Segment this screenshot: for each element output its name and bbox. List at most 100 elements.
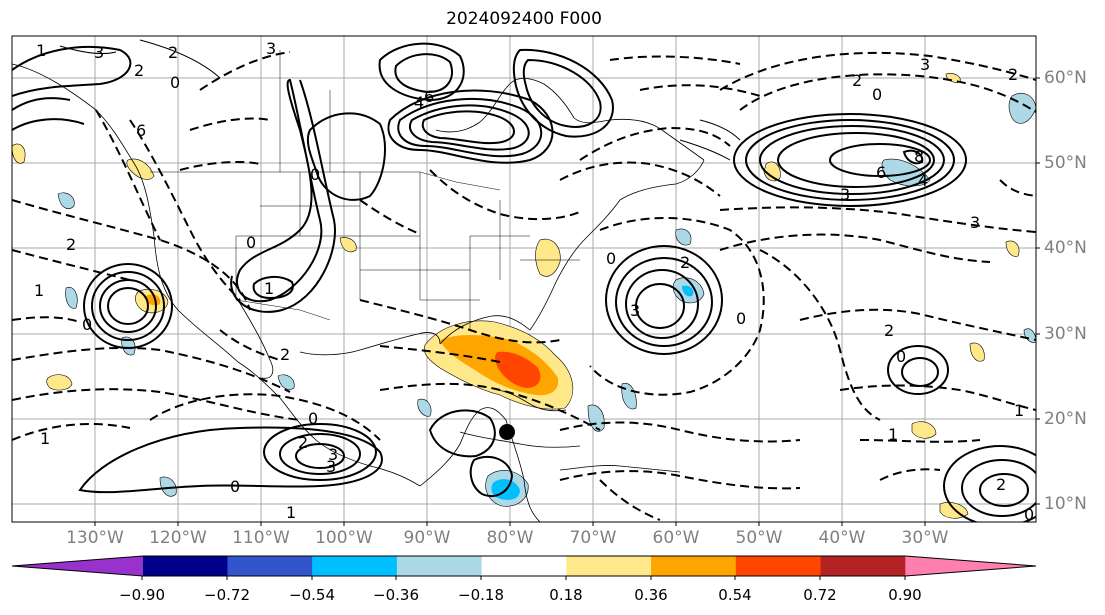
contour-label: 3: [630, 301, 640, 320]
contour-label: 0: [308, 409, 318, 428]
atlantic-warm-area-1: [763, 161, 781, 182]
colorbar-tick-label: −0.18: [458, 586, 504, 604]
lon-label: 110°W: [232, 528, 290, 548]
cool-area-w1: [57, 192, 75, 209]
contour-label: 2: [996, 475, 1006, 494]
contour-label: 3: [94, 43, 104, 62]
contour-label: 0: [896, 347, 906, 366]
dashed-contours: [12, 51, 1036, 521]
map-title: 2024092400 F000: [446, 9, 602, 29]
colorbar-cell: [227, 556, 313, 576]
contour-label: 1: [1014, 401, 1024, 420]
contour-label: 2: [298, 433, 308, 452]
contour-label: 0: [606, 249, 616, 268]
contour-label: 6: [876, 163, 886, 182]
bc-warm-area: [126, 158, 155, 180]
atlantic-warm-area-6: [1005, 240, 1020, 257]
contour-label: 0: [872, 85, 882, 104]
lon-label: 40°W: [818, 528, 866, 548]
lat-label: 10°N: [1044, 494, 1087, 514]
colorbar-cell: [566, 556, 652, 576]
colorbar-cell: [396, 556, 483, 576]
contour-label: 0: [1024, 505, 1034, 524]
cool-area-gulf: [417, 398, 432, 417]
storm-center-marker: [499, 424, 515, 440]
contour-label: 1: [286, 503, 296, 522]
contour-label: 2: [280, 345, 290, 364]
lon-label: 100°W: [315, 528, 373, 548]
lat-label: 20°N: [1044, 409, 1087, 429]
colorbar-tick-label: −0.36: [373, 586, 419, 604]
colorbar-tick-marks: [141, 576, 906, 580]
cool-area-1030: [1023, 328, 1036, 343]
colorbar-outline: [11, 555, 1037, 577]
contour-label: 2: [680, 253, 690, 272]
contour-label: 2: [852, 71, 862, 90]
lon-label: 60°W: [652, 528, 700, 548]
coastlines: [12, 63, 705, 522]
atlantic-warm-area-3: [911, 421, 937, 439]
contour-label: 0: [736, 309, 746, 328]
solid-contours: [12, 42, 1036, 522]
map-plot: 1 3 2 0 6 4 2 0 3 6 2 0 3 1 2 0 8 6 4 3 …: [11, 35, 1040, 526]
contour-label: 0: [246, 233, 256, 252]
lat-label: 60°N: [1044, 68, 1087, 88]
great-plains-warm-area: [339, 237, 357, 253]
contour-label: 3: [970, 213, 980, 232]
colorbar-cell: [735, 556, 822, 576]
contour-label: 0: [170, 73, 180, 92]
contour-label: 3: [266, 39, 276, 58]
colorbar-tick-label: −0.72: [204, 586, 250, 604]
colorbar-cell: [651, 556, 737, 576]
colorbar-tick-label: 0.54: [718, 586, 752, 604]
contour-label: 1: [36, 41, 46, 60]
contour-label: 4: [918, 171, 928, 190]
colorbar-tick-label: 0.18: [549, 586, 583, 604]
colorbar-tick-label: 0.90: [888, 586, 922, 604]
cool-area-w2: [65, 286, 78, 309]
contour-label: 6: [424, 87, 434, 106]
boundaries: [150, 50, 580, 330]
colorbar-cell: [142, 556, 228, 576]
coast-warm-area: [12, 143, 26, 164]
cool-area-ne2: [675, 228, 692, 246]
atlantic-warm-area-2: [969, 342, 985, 362]
contour-label: 2: [884, 321, 894, 340]
lat-label: 40°N: [1044, 238, 1087, 258]
contour-label: 1: [264, 279, 274, 298]
se-us-red-area: [495, 351, 541, 388]
contour-label: 2: [66, 235, 76, 254]
contour-label: 1: [888, 425, 898, 444]
lon-label: 80°W: [486, 528, 534, 548]
lat-label: 50°N: [1044, 153, 1087, 173]
lon-label: 120°W: [149, 528, 207, 548]
cool-area-mx: [277, 374, 295, 390]
lon-label: 90°W: [403, 528, 451, 548]
colorbar-tick-label: −0.54: [289, 586, 335, 604]
hawaii-warm-area: [46, 374, 73, 391]
contour-label: 2: [134, 61, 144, 80]
thin-contours: [59, 39, 741, 161]
contour-label: 0: [82, 315, 92, 334]
contour-label: 2: [168, 43, 178, 62]
colorbar: [11, 555, 1037, 580]
contour-label: 3: [326, 457, 336, 476]
lon-label: 130°W: [66, 528, 124, 548]
contour-label: 2: [1008, 65, 1018, 84]
colorbar-extend-low: [12, 556, 143, 576]
contour-label: 6: [136, 121, 146, 140]
lon-label: 70°W: [569, 528, 617, 548]
colorbar-tick-label: 0.36: [634, 586, 668, 604]
colorbar-cell: [820, 556, 906, 576]
lon-label: 50°W: [735, 528, 783, 548]
contour-label: 8: [914, 147, 924, 166]
east-coast-warm-area: [535, 238, 561, 277]
contour-labels: 1 3 2 0 6 4 2 0 3 6 2 0 3 1 2 0 8 6 4 3 …: [34, 39, 1034, 524]
contour-label: 1: [40, 429, 50, 448]
contour-label: 3: [328, 445, 338, 464]
axis-ticks: [94, 77, 1040, 526]
lat-label: 30°N: [1044, 324, 1087, 344]
colorbar-tick-label: −0.90: [119, 586, 165, 604]
colorbar-cell: [312, 556, 398, 576]
contour-label: 1: [34, 281, 44, 300]
